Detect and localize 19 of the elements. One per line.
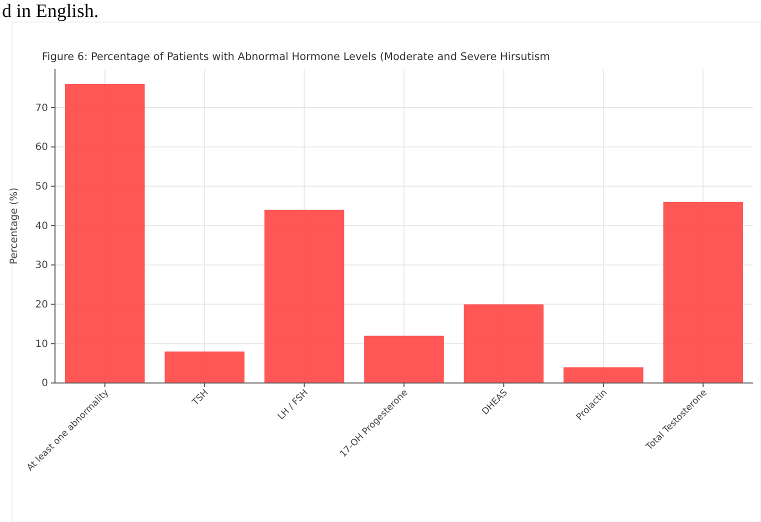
y-tick-label: 20 bbox=[35, 300, 48, 311]
bar bbox=[64, 84, 145, 383]
text: d in English. bbox=[2, 1, 99, 22]
y-tick-label: 10 bbox=[35, 338, 48, 350]
bar bbox=[364, 336, 444, 383]
y-tick-label: 70 bbox=[35, 102, 48, 114]
y-tick-label: 40 bbox=[35, 220, 48, 232]
bar bbox=[264, 210, 344, 383]
y-tick-label: 50 bbox=[35, 181, 48, 192]
x-tick-label: TSH bbox=[190, 388, 211, 409]
y-tick-label: 30 bbox=[35, 260, 48, 272]
bar bbox=[663, 202, 744, 383]
bar bbox=[464, 304, 544, 383]
chart-title: Figure 6: Percentage of Patients with Abnormal Hormone Levels (Moderate and Severe Hirsutism bbox=[42, 51, 550, 63]
bar bbox=[564, 367, 644, 383]
y-tick-label: 60 bbox=[35, 142, 48, 154]
y-axis-title: Percentage (%) bbox=[9, 188, 20, 264]
y-tick-label: 0 bbox=[42, 378, 48, 390]
bar bbox=[164, 352, 244, 383]
